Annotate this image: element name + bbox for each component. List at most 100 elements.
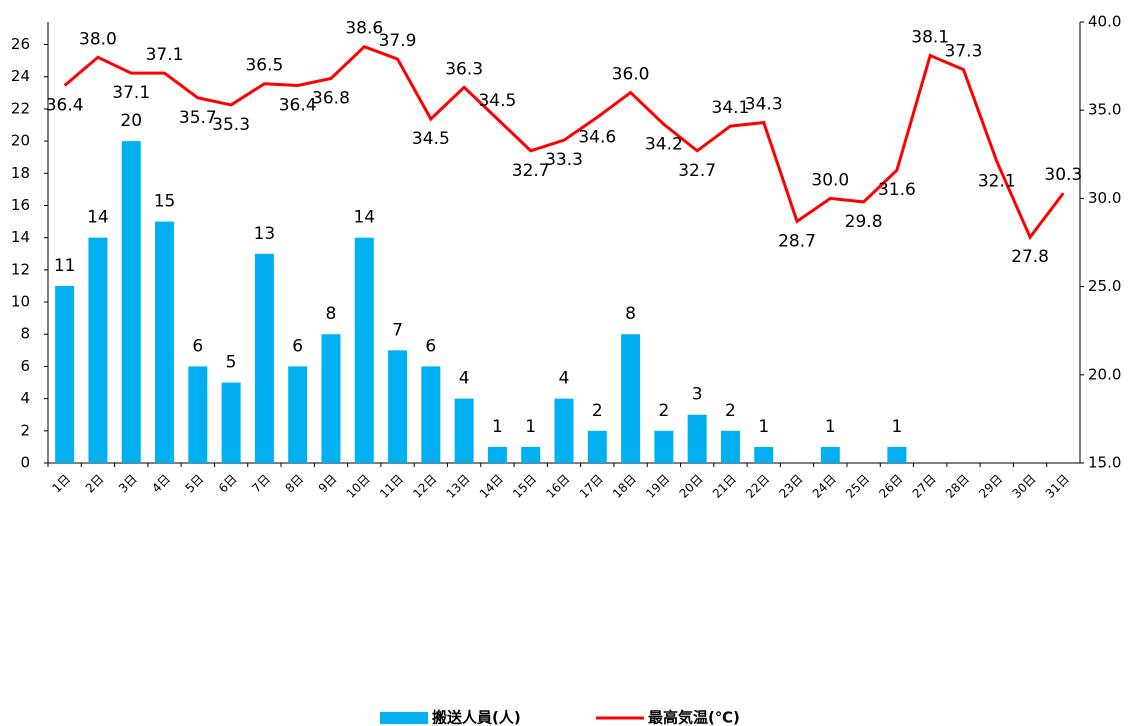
x-tick-label: 19日 bbox=[643, 472, 672, 501]
data-label: 34.5 bbox=[412, 129, 450, 149]
data-label: 28.7 bbox=[778, 231, 816, 251]
y2-tick-label: 35.0 bbox=[1088, 101, 1121, 119]
data-label: 34.2 bbox=[645, 134, 683, 154]
data-label: 37.9 bbox=[379, 31, 417, 51]
data-label: 35.7 bbox=[179, 108, 217, 128]
data-label: 36.8 bbox=[312, 88, 350, 108]
bar bbox=[221, 382, 241, 463]
data-label: 37.1 bbox=[112, 83, 150, 103]
data-label: 36.3 bbox=[445, 59, 483, 79]
data-label: 6 bbox=[192, 336, 203, 356]
data-label: 8 bbox=[625, 304, 636, 324]
data-label: 2 bbox=[658, 401, 669, 421]
data-label: 38.0 bbox=[79, 29, 117, 49]
data-label: 38.6 bbox=[345, 19, 383, 39]
data-label: 6 bbox=[425, 336, 436, 356]
legend-label: 最高気温(℃) bbox=[648, 709, 740, 726]
y-tick-label: 10 bbox=[11, 293, 30, 311]
y2-tick-label: 15.0 bbox=[1088, 454, 1121, 472]
data-label: 32.1 bbox=[978, 171, 1016, 191]
x-tick-label: 9日 bbox=[316, 472, 340, 496]
data-label: 31.6 bbox=[878, 180, 916, 200]
y-tick-label: 6 bbox=[20, 357, 30, 375]
x-tick-label: 23日 bbox=[776, 472, 805, 501]
bar bbox=[288, 366, 308, 463]
x-tick-label: 1日 bbox=[49, 472, 73, 496]
data-label: 13 bbox=[254, 224, 276, 244]
data-label: 1 bbox=[525, 417, 536, 437]
data-label: 32.7 bbox=[512, 161, 550, 181]
data-label: 2 bbox=[592, 401, 603, 421]
y2-tick-label: 30.0 bbox=[1088, 189, 1121, 207]
y-tick-label: 14 bbox=[11, 228, 30, 246]
data-label: 4 bbox=[559, 369, 570, 389]
bar bbox=[121, 141, 141, 464]
x-tick-label: 28日 bbox=[943, 472, 972, 501]
x-tick-label: 30日 bbox=[1009, 472, 1038, 501]
x-tick-label: 13日 bbox=[444, 472, 473, 501]
x-tick-label: 16日 bbox=[543, 472, 572, 501]
bar bbox=[487, 446, 507, 463]
y2-tick-label: 25.0 bbox=[1088, 277, 1121, 295]
data-label: 2 bbox=[725, 401, 736, 421]
x-tick-label: 25日 bbox=[843, 472, 872, 501]
data-label: 34.5 bbox=[478, 91, 516, 111]
data-label: 1 bbox=[825, 417, 836, 437]
bar bbox=[55, 285, 75, 463]
data-label: 37.1 bbox=[146, 45, 184, 65]
data-label: 11 bbox=[54, 256, 76, 276]
data-label: 15 bbox=[154, 192, 176, 212]
data-label: 1 bbox=[758, 417, 769, 437]
data-label: 20 bbox=[120, 111, 142, 131]
data-label: 4 bbox=[459, 369, 470, 389]
x-tick-label: 12日 bbox=[410, 472, 439, 501]
x-tick-label: 10日 bbox=[344, 472, 373, 501]
bar bbox=[621, 334, 641, 463]
data-label: 36.4 bbox=[46, 96, 84, 116]
bar bbox=[354, 237, 374, 463]
x-tick-label: 31日 bbox=[1043, 472, 1072, 501]
bar bbox=[554, 398, 574, 463]
bar bbox=[720, 430, 740, 463]
data-label: 1 bbox=[891, 417, 902, 437]
y-tick-label: 16 bbox=[11, 196, 30, 214]
data-label: 5 bbox=[226, 353, 237, 373]
data-label: 27.8 bbox=[1011, 247, 1049, 267]
data-label: 3 bbox=[692, 385, 703, 405]
x-tick-label: 21日 bbox=[710, 472, 739, 501]
bar bbox=[654, 430, 674, 463]
y-tick-label: 26 bbox=[11, 35, 30, 53]
x-tick-label: 26日 bbox=[876, 472, 905, 501]
legend-swatch bbox=[380, 712, 428, 724]
x-tick-label: 27日 bbox=[910, 472, 939, 501]
data-label: 34.1 bbox=[712, 98, 750, 118]
y2-tick-label: 20.0 bbox=[1088, 365, 1121, 383]
data-label: 34.3 bbox=[745, 95, 783, 115]
x-tick-label: 22日 bbox=[743, 472, 772, 501]
data-label: 35.3 bbox=[212, 115, 250, 135]
x-tick-label: 5日 bbox=[183, 472, 207, 496]
bar bbox=[887, 446, 907, 463]
x-tick-label: 15日 bbox=[510, 472, 539, 501]
x-tick-label: 6日 bbox=[216, 472, 240, 496]
data-label: 14 bbox=[353, 208, 375, 228]
y-tick-label: 20 bbox=[11, 132, 30, 150]
data-label: 8 bbox=[326, 304, 337, 324]
data-label: 37.3 bbox=[945, 42, 983, 62]
bar bbox=[454, 398, 474, 463]
x-tick-label: 17日 bbox=[577, 472, 606, 501]
bar bbox=[754, 446, 774, 463]
y-tick-label: 8 bbox=[20, 325, 30, 343]
x-tick-label: 14日 bbox=[477, 472, 506, 501]
data-label: 7 bbox=[392, 320, 403, 340]
data-label: 6 bbox=[292, 336, 303, 356]
data-label: 36.4 bbox=[279, 96, 317, 116]
x-tick-label: 29日 bbox=[976, 472, 1005, 501]
bar bbox=[254, 253, 274, 463]
x-tick-label: 7日 bbox=[249, 472, 273, 496]
data-label: 36.0 bbox=[612, 65, 650, 85]
bar bbox=[687, 414, 707, 463]
x-tick-label: 2日 bbox=[83, 472, 107, 496]
bar bbox=[388, 350, 408, 463]
